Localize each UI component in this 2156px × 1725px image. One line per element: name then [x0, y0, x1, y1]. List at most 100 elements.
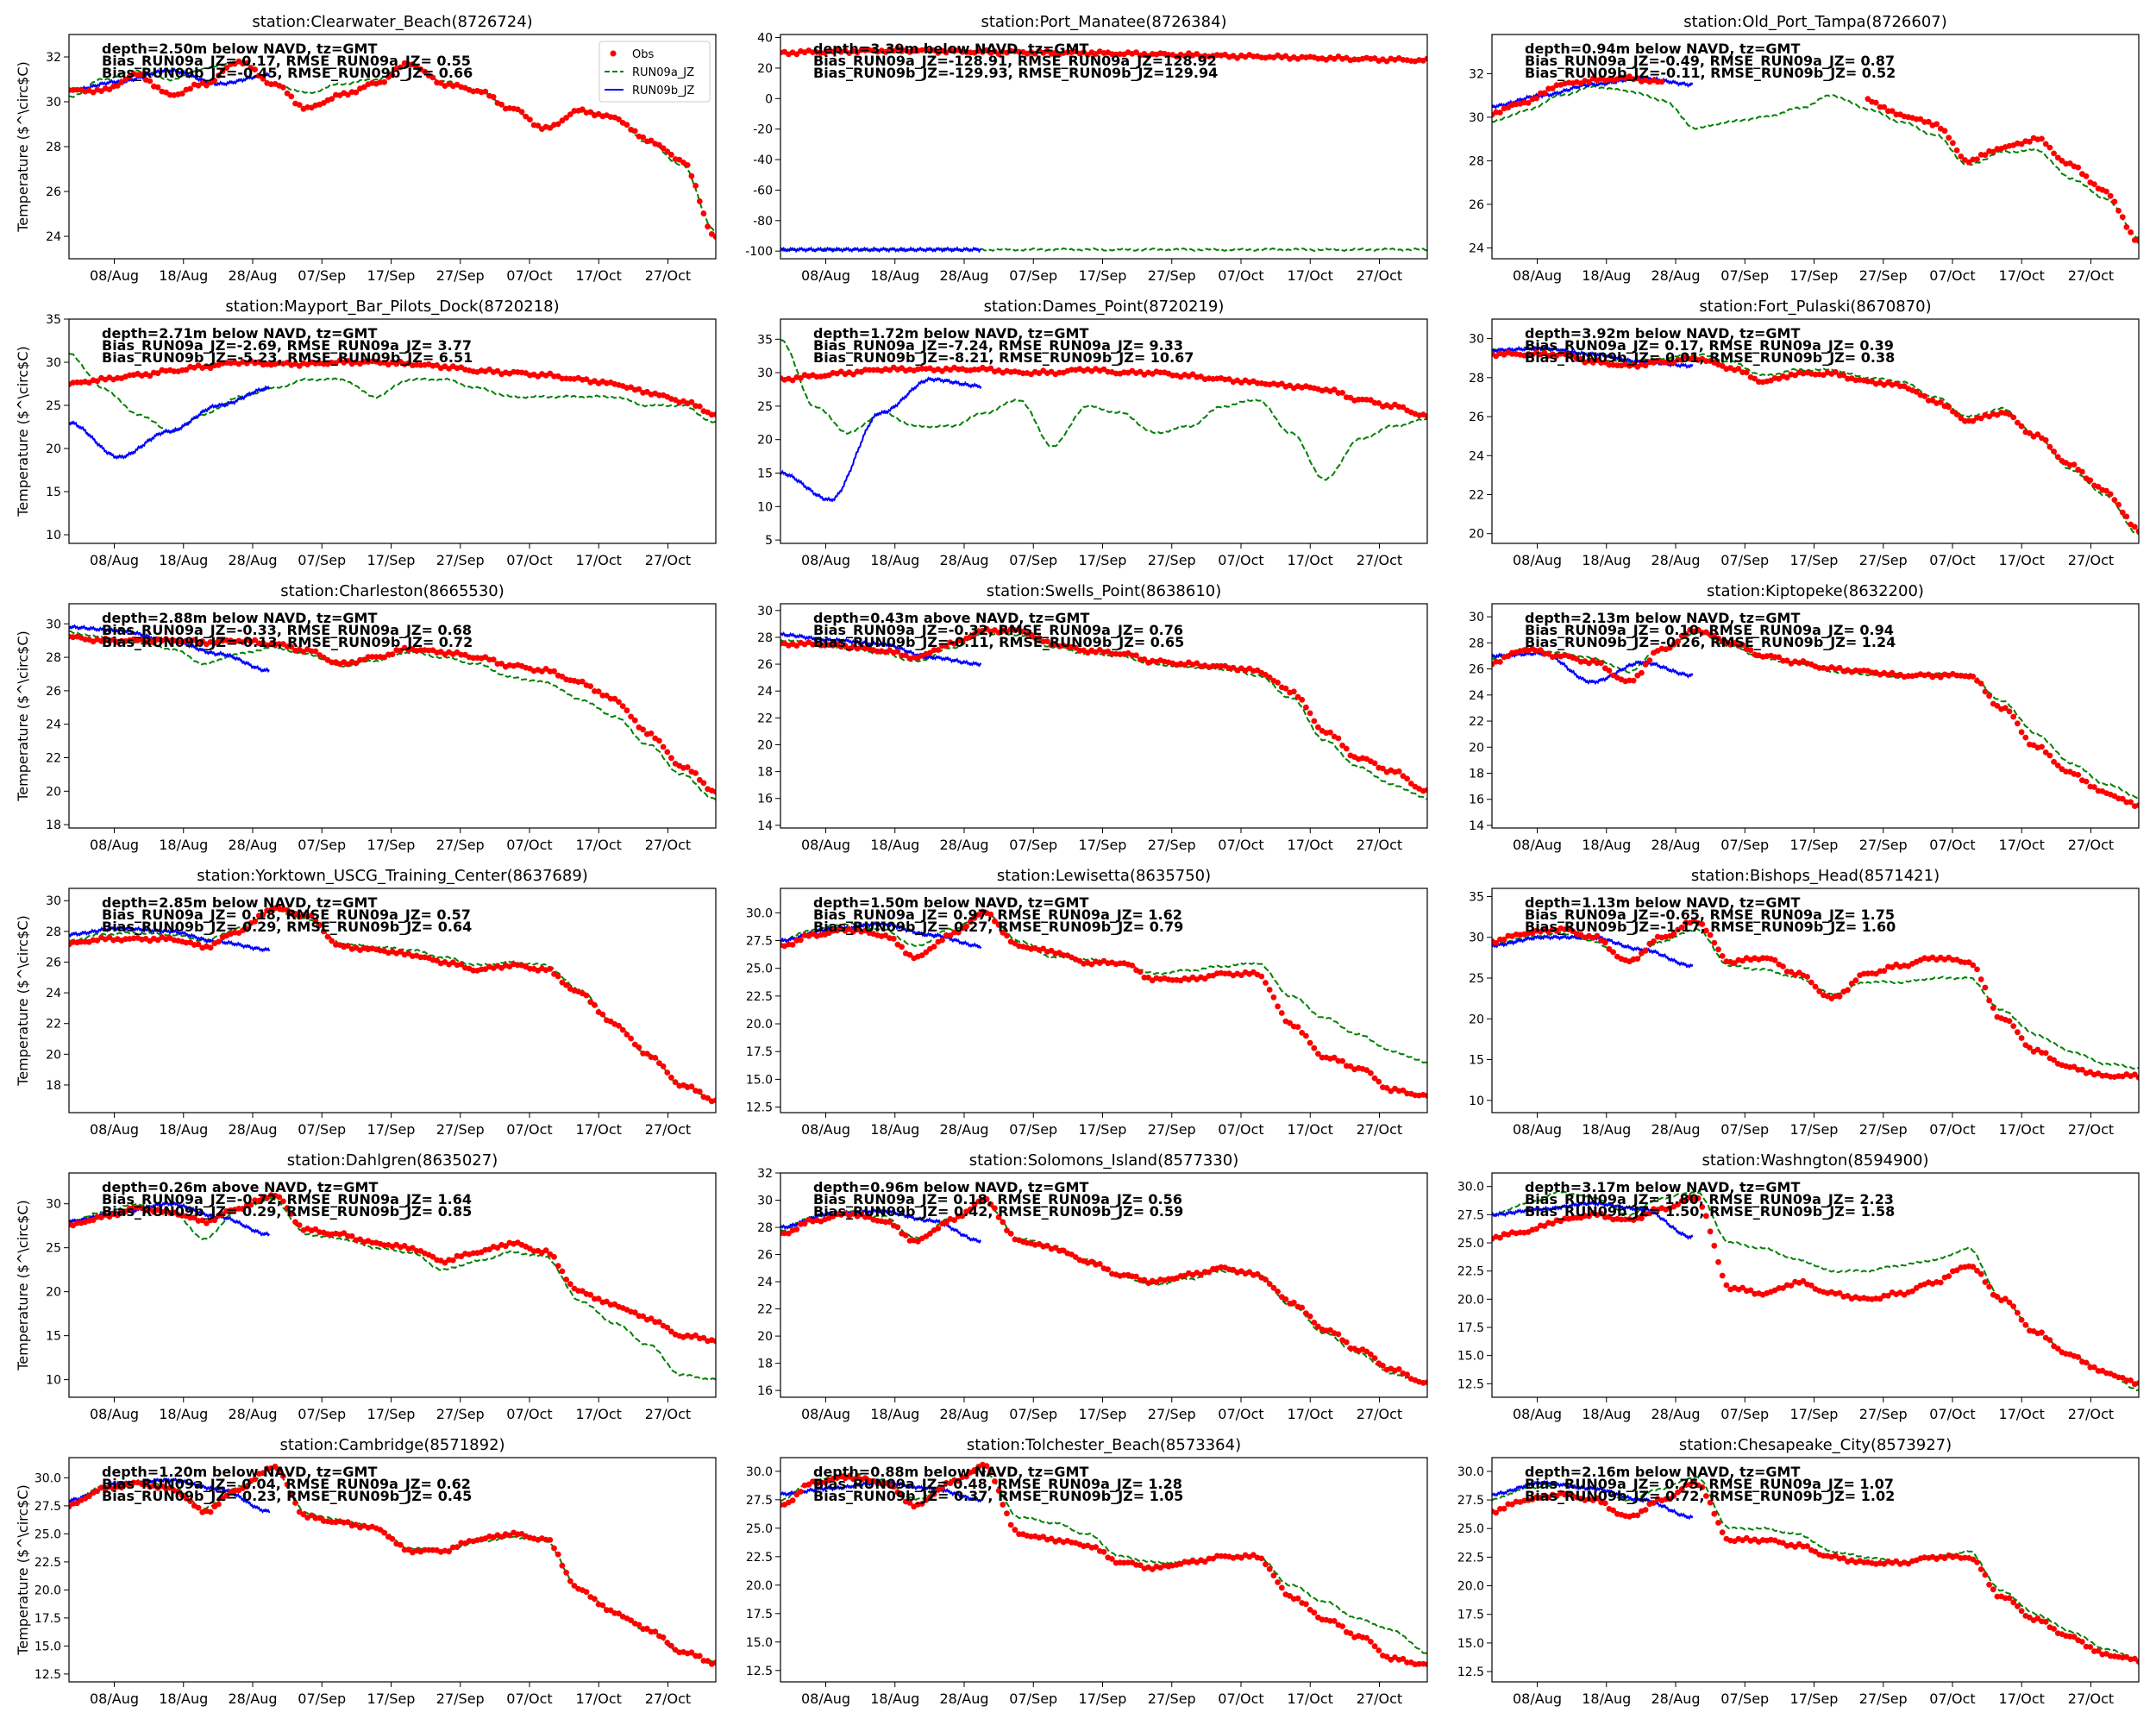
- obs-point: [94, 1488, 101, 1495]
- obs-point: [2039, 135, 2045, 142]
- obs-point: [631, 717, 638, 724]
- obs-point: [943, 49, 950, 56]
- obs-point: [1675, 638, 1681, 645]
- obs-point: [656, 737, 662, 744]
- obs-point: [1497, 659, 1503, 665]
- obs-point: [983, 1463, 990, 1470]
- obs-point: [700, 780, 707, 787]
- obs-point: [204, 1220, 210, 1226]
- run09b-line: [69, 67, 270, 93]
- obs-point: [1198, 1271, 1204, 1278]
- obs-point: [365, 654, 372, 660]
- obs-point: [1311, 718, 1318, 724]
- obs-points: [780, 45, 1427, 65]
- y-tick-label: 35: [46, 313, 61, 327]
- plot-frame: [780, 603, 1428, 829]
- obs-point: [1294, 1595, 1301, 1602]
- x-tick-label: 27/Oct: [1357, 552, 1402, 568]
- x-tick-label: 07/Oct: [506, 552, 552, 568]
- x-tick-label: 17/Sep: [367, 552, 416, 568]
- obs-point: [624, 1032, 630, 1038]
- obs-point: [2066, 160, 2073, 166]
- obs-point: [1646, 1210, 1653, 1217]
- obs-point: [660, 1634, 667, 1640]
- y-tick-label: 27.5: [746, 1494, 773, 1508]
- obs-point: [1339, 1623, 1345, 1629]
- stats-annotation: Bias_RUN09b_JZ= 0.29, RMSE_RUN09b_JZ= 0.…: [102, 1203, 472, 1220]
- run09b-line: [1492, 1479, 1694, 1521]
- obs-point: [219, 1211, 226, 1218]
- obs-point: [1299, 1030, 1306, 1036]
- obs-point: [1040, 1534, 1047, 1540]
- subplot-4: station:Mayport_Bar_Pilots_Dock(8720218)…: [15, 298, 717, 568]
- obs-point: [1654, 78, 1661, 85]
- subplot-title: station:Bishops_Head(8571421): [1691, 867, 1940, 885]
- obs-point: [1675, 1489, 1681, 1496]
- series-group: [69, 58, 716, 240]
- obs-point: [1977, 976, 1984, 982]
- obs-point: [1000, 1219, 1006, 1226]
- obs-point: [1977, 415, 1984, 422]
- obs-point: [1303, 1601, 1309, 1608]
- x-tick-label: 07/Sep: [298, 1121, 346, 1138]
- y-tick-label: 35: [1469, 890, 1484, 904]
- y-tick-label: 30: [757, 605, 773, 618]
- obs-point: [559, 1562, 566, 1569]
- y-tick-label: 25.0: [746, 1522, 773, 1536]
- obs-point: [563, 1276, 569, 1283]
- y-tick-label: 27.5: [746, 934, 773, 948]
- obs-point: [1639, 669, 1645, 676]
- obs-point: [320, 928, 327, 935]
- y-tick-label: 12.5: [746, 1665, 773, 1678]
- obs-point: [216, 938, 222, 945]
- obs-point: [2027, 1044, 2033, 1051]
- obs-point: [595, 688, 602, 694]
- subplot-6: station:Fort_Pulaski(8670870) 20 22 24 26 28 3…: [1469, 298, 2140, 568]
- x-tick-label: 17/Sep: [1790, 1690, 1839, 1707]
- obs-point: [555, 973, 561, 980]
- obs-point: [1501, 936, 1507, 943]
- obs-point: [1986, 1581, 1993, 1588]
- obs-point: [1670, 931, 1677, 938]
- obs-point: [1327, 1618, 1333, 1624]
- y-tick-label: 25: [46, 399, 61, 413]
- obs-point: [983, 1195, 990, 1202]
- obs-point: [2051, 1057, 2058, 1063]
- subplot-14: station:Solomons_Island(8577330) 16 18 20 22…: [757, 1151, 1428, 1422]
- x-tick-label: 07/Sep: [1720, 552, 1769, 568]
- obs-point: [975, 912, 982, 918]
- y-tick-label: 18: [46, 1079, 61, 1093]
- obs-point: [1780, 963, 1786, 969]
- obs-point: [971, 1467, 978, 1473]
- obs-point: [2054, 154, 2061, 161]
- obs-point: [995, 1214, 1002, 1220]
- obs-point: [1836, 993, 1843, 1000]
- obs-point: [1642, 362, 1649, 369]
- run09a-line: [780, 1201, 1427, 1386]
- obs-point: [951, 1217, 957, 1223]
- obs-point: [1044, 1242, 1050, 1249]
- x-tick-label: 18/Aug: [1582, 1406, 1631, 1422]
- x-tick-label: 17/Oct: [1999, 1406, 2045, 1422]
- obs-point: [260, 912, 266, 918]
- obs-point: [381, 78, 387, 85]
- x-tick-label: 07/Sep: [1720, 1690, 1769, 1707]
- x-tick-label: 27/Sep: [1148, 552, 1196, 568]
- subplot-10: station:Yorktown_USCG_Training_Center(86…: [15, 867, 717, 1138]
- series-group: [69, 905, 716, 1105]
- stats-annotation: Bias_RUN09a_JZ= 0.17, RMSE_RUN09a_JZ= 0.…: [1525, 337, 1894, 354]
- obs-point: [789, 377, 796, 384]
- obs-point: [2128, 799, 2134, 806]
- obs-point: [1877, 1295, 1883, 1302]
- obs-point: [1982, 688, 1989, 695]
- obs-point: [971, 1201, 978, 1208]
- obs-point: [696, 403, 703, 410]
- x-tick-label: 08/Aug: [1513, 1121, 1562, 1138]
- obs-point: [1246, 1269, 1253, 1276]
- x-tick-label: 07/Oct: [1929, 1406, 1975, 1422]
- obs-point: [551, 1253, 557, 1260]
- obs-point: [2010, 713, 2017, 720]
- obs-point: [668, 1074, 674, 1081]
- obs-point: [656, 392, 662, 398]
